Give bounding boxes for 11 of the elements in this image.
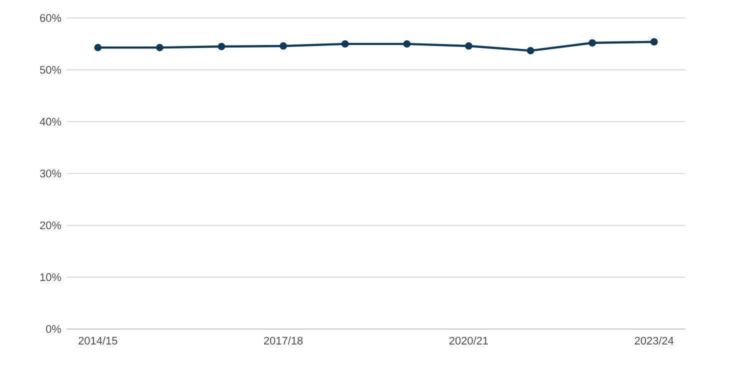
y-tick-label: 20%	[40, 221, 62, 230]
y-tick-label: 10%	[40, 273, 62, 282]
x-tick-label: 2017/18	[264, 336, 303, 345]
y-tick-label: 40%	[40, 118, 62, 126]
y-tick-label: 50%	[40, 66, 62, 74]
x-tick-label: 2014/15	[78, 336, 118, 345]
y-tick-label: 60%	[40, 14, 62, 22]
x-tick-label: 2023/24	[634, 336, 674, 345]
y-tick-label: 30%	[40, 170, 62, 178]
y-tick-label: 0%	[46, 325, 62, 333]
x-tick-label: 2020/21	[449, 336, 488, 345]
